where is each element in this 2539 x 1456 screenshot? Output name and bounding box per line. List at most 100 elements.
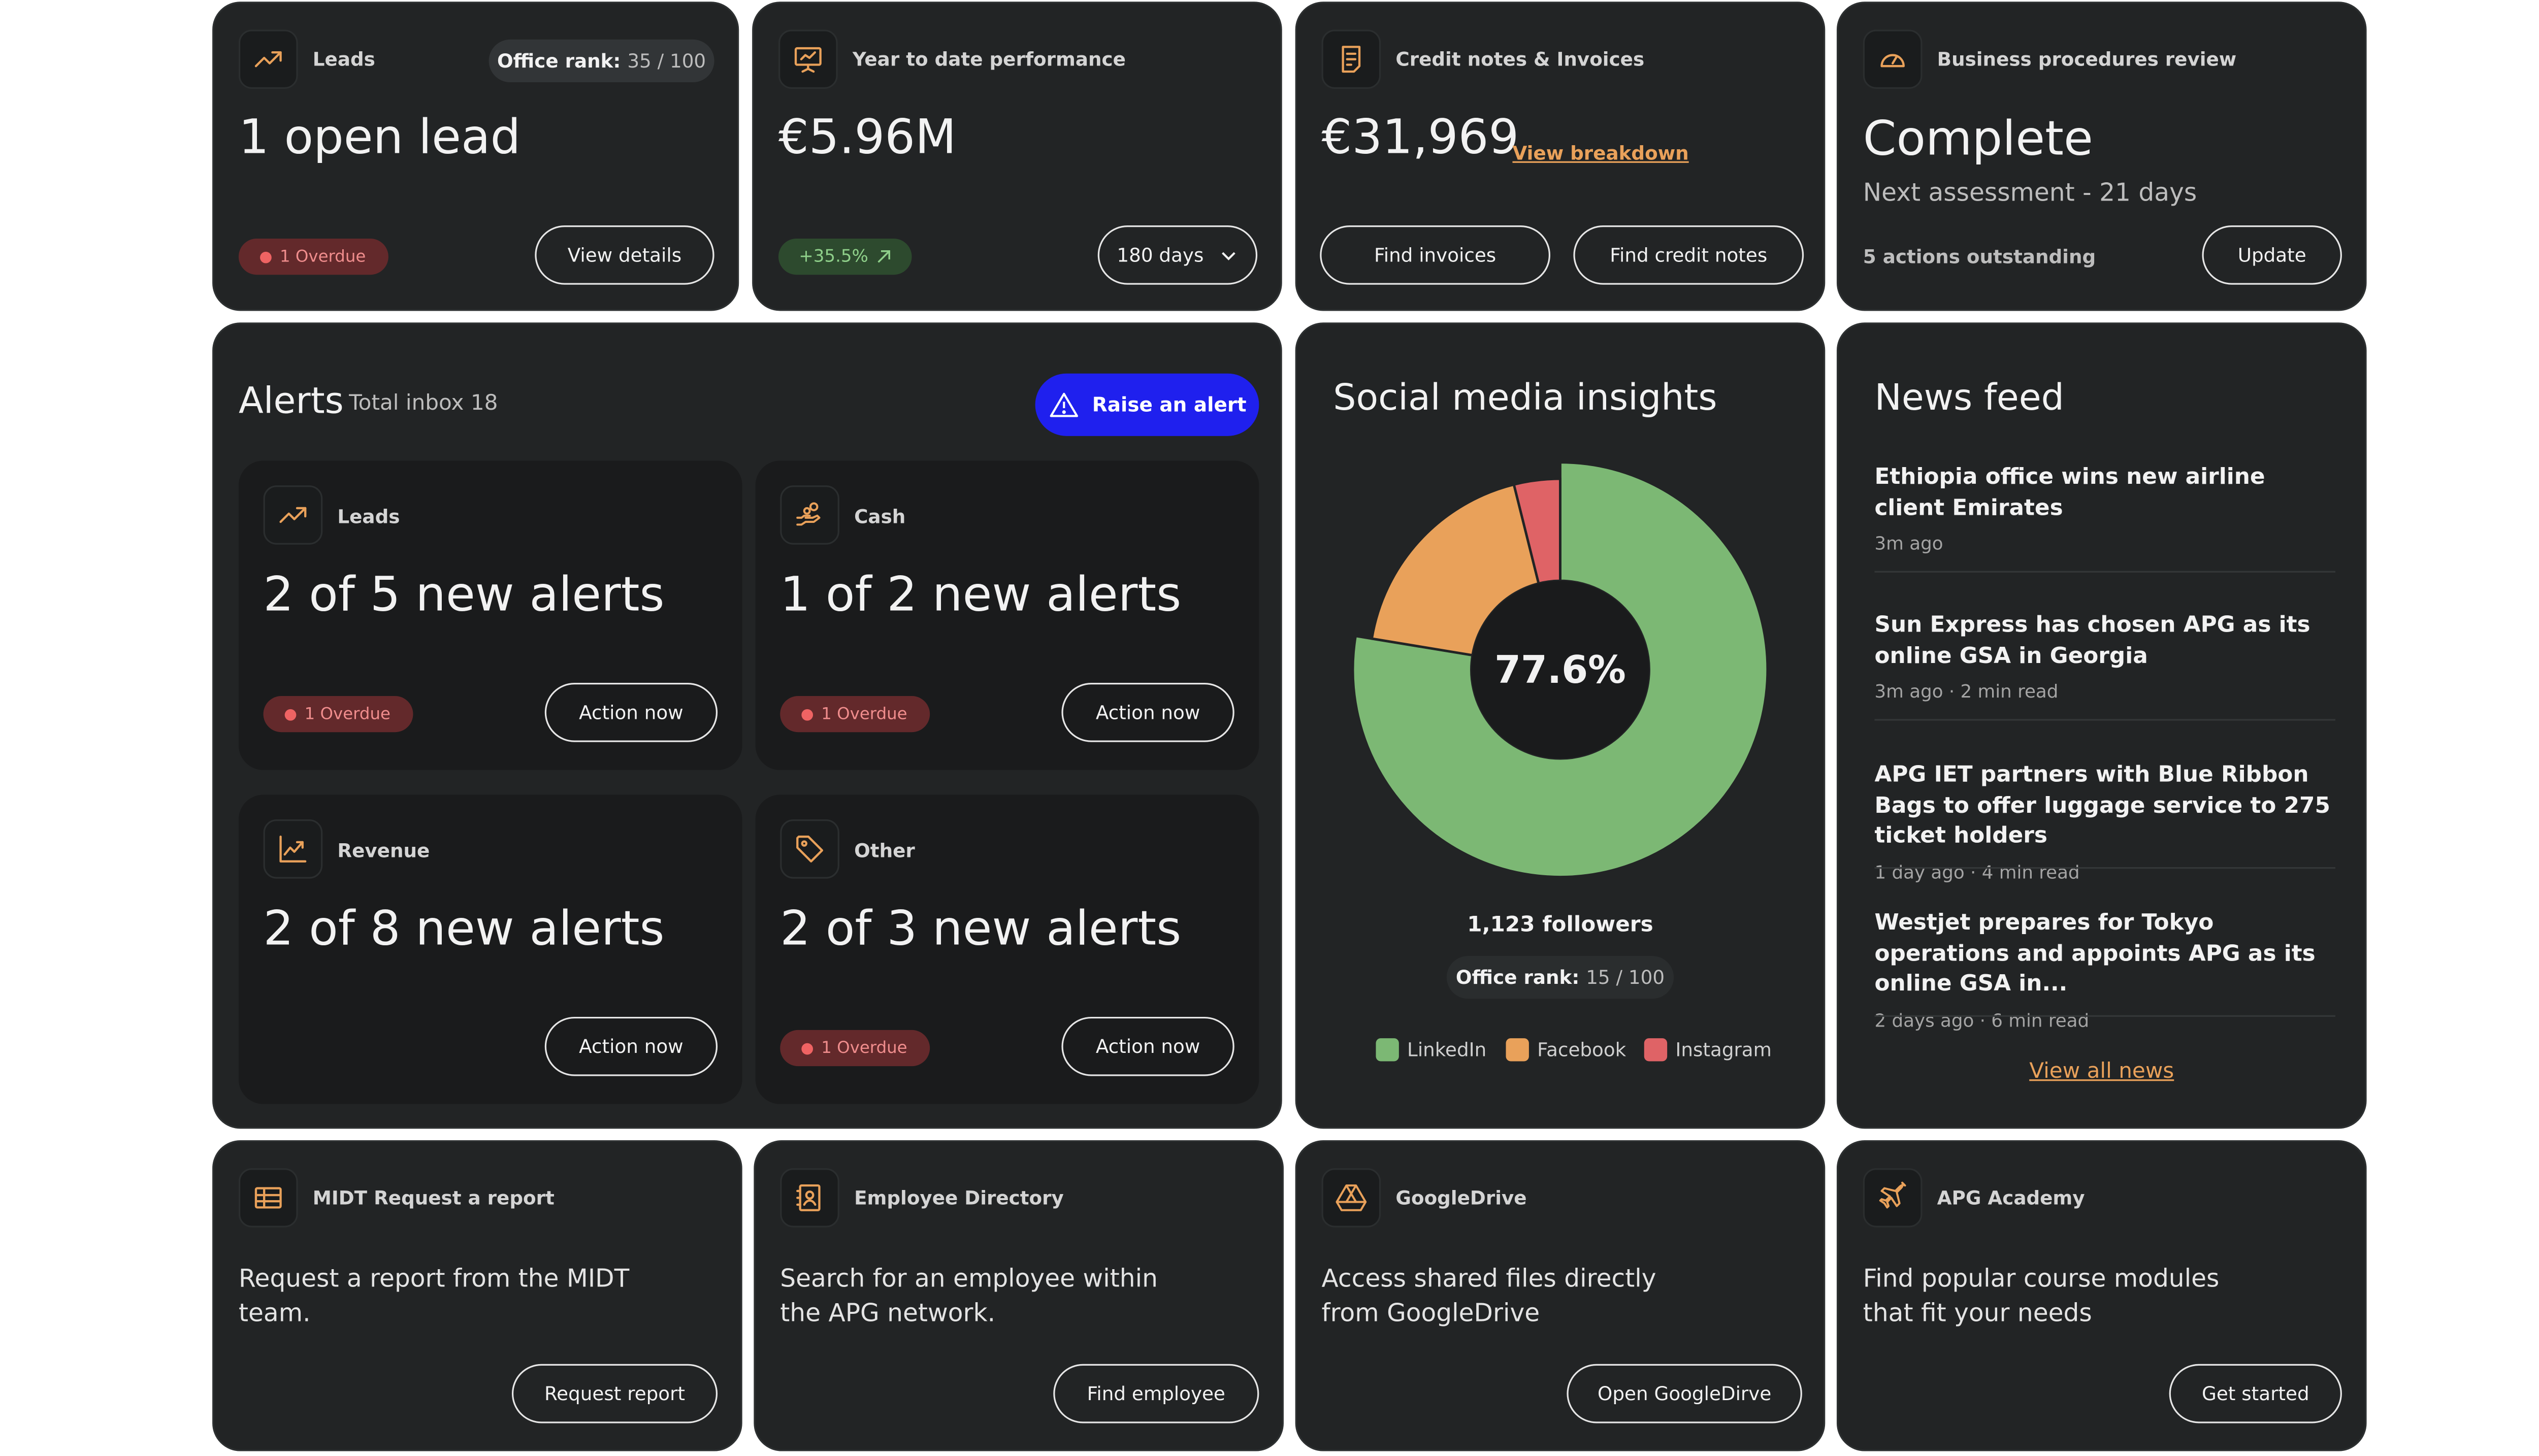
gauge-icon (1863, 29, 1923, 89)
procedures-card: Business procedures review Complete Next… (1836, 2, 2367, 311)
legend-label: Facebook (1537, 1038, 1626, 1062)
table-icon (238, 1168, 298, 1228)
contact-book-icon (780, 1168, 839, 1228)
news-item-meta: 2 days ago · 6 min read (1874, 1009, 2090, 1031)
news-item-title: Westjet prepares for Tokyo operations an… (1874, 910, 2316, 998)
news-divider (1874, 571, 2335, 573)
alert-card-headline: 2 of 3 new alerts (780, 900, 1182, 956)
view-details-button[interactable]: View details (535, 225, 714, 285)
overdue-badge: 1 Overdue (780, 696, 931, 733)
social-title: Social media insights (1333, 378, 1717, 420)
find-employee-button[interactable]: Find employee (1053, 1364, 1259, 1424)
news-item-title: Sun Express has chosen APG as its online… (1874, 612, 2310, 669)
tag-icon (780, 819, 839, 879)
legend-instagram: Instagram (1644, 1038, 1772, 1062)
airplane-icon (1863, 1168, 1923, 1228)
news-title: News feed (1874, 378, 2064, 420)
news-item[interactable]: APG IET partners with Blue Ribbon Bags t… (1874, 760, 2335, 883)
period-value: 180 days (1117, 243, 1204, 267)
social-donut-chart: 77.6% (1351, 461, 1769, 878)
news-divider (1874, 719, 2335, 721)
chevron-down-icon (1222, 251, 1236, 260)
ytd-card-title: Year to date performance (852, 47, 1126, 71)
leads-headline: 1 open lead (238, 108, 521, 165)
news-item[interactable]: Sun Express has chosen APG as its online… (1874, 610, 2335, 703)
rank-value: 15 / 100 (1586, 966, 1665, 989)
request-report-button[interactable]: Request report (511, 1364, 718, 1424)
find-invoices-button[interactable]: Find invoices (1320, 225, 1551, 285)
ytd-change-value: +35.5% (799, 247, 868, 267)
googledrive-card: GoogleDrive Access shared files directly… (1295, 1140, 1826, 1451)
news-item-meta: 3m ago · 2 min read (1874, 681, 2059, 703)
donut-center-label: 77.6% (1494, 648, 1626, 692)
news-item-meta: 3m ago (1874, 533, 1943, 555)
leads-card-title: Leads (312, 47, 375, 71)
academy-description: Find popular course modules that fit you… (1863, 1264, 2220, 1328)
alert-card-other: Other 2 of 3 new alerts 1 Overdue Action… (755, 795, 1259, 1104)
alert-card-leads: Leads 2 of 5 new alerts 1 Overdue Action… (238, 460, 742, 770)
alert-card-cash: Cash 1 of 2 new alerts 1 Overdue Action … (755, 460, 1259, 770)
action-now-button[interactable]: Action now (1061, 1016, 1234, 1076)
ytd-value: €5.96M (778, 108, 957, 165)
overdue-badge: 1 Overdue (780, 1030, 931, 1067)
legend-swatch (1506, 1038, 1529, 1062)
midt-card-title: MIDT Request a report (312, 1186, 555, 1210)
get-started-button[interactable]: Get started (2169, 1364, 2342, 1424)
legend-label: LinkedIn (1407, 1038, 1487, 1062)
period-select[interactable]: 180 days (1097, 225, 1258, 285)
overdue-dot (801, 1042, 813, 1054)
alert-card-headline: 2 of 5 new alerts (263, 566, 665, 622)
credit-card-title: Credit notes & Invoices (1395, 47, 1645, 71)
alert-card-revenue: Revenue 2 of 8 new alerts Action now (238, 795, 742, 1104)
ytd-change-badge: +35.5% (778, 238, 912, 275)
legend-label: Instagram (1675, 1038, 1772, 1062)
midt-card: MIDT Request a report Request a report f… (212, 1140, 742, 1451)
overdue-badge: 1 Overdue (238, 238, 389, 275)
google-drive-icon (1321, 1168, 1381, 1228)
open-googledrive-button[interactable]: Open GoogleDirve (1567, 1364, 1802, 1424)
find-credit-notes-button[interactable]: Find credit notes (1573, 225, 1804, 285)
news-item[interactable]: Ethiopia office wins new airline client … (1874, 462, 2335, 554)
directory-card-title: Employee Directory (854, 1186, 1064, 1210)
social-media-card: Social media insights 77.6% 1,123 follow… (1295, 322, 1826, 1129)
line-chart-icon (263, 819, 323, 879)
rank-value: 35 / 100 (627, 49, 706, 73)
rank-label: Office rank: (1455, 966, 1580, 989)
alert-card-title: Cash (854, 505, 906, 528)
update-button[interactable]: Update (2202, 225, 2342, 285)
ytd-card: Year to date performance €5.96M +35.5% 1… (752, 2, 1282, 311)
actions-outstanding: 5 actions outstanding (1863, 245, 2096, 269)
alerts-panel: Alerts Total inbox 18 Raise an alert Lea… (212, 322, 1282, 1129)
legend-swatch (1376, 1038, 1399, 1062)
midt-description: Request a report from the MIDT team. (238, 1264, 630, 1328)
overdue-label: 1 Overdue (304, 705, 390, 723)
news-item-title: Ethiopia office wins new airline client … (1874, 464, 2265, 521)
legend-swatch (1644, 1038, 1668, 1062)
raise-alert-label: Raise an alert (1092, 393, 1247, 416)
view-breakdown-link[interactable]: View breakdown (1512, 141, 1689, 165)
raise-alert-button[interactable]: Raise an alert (1035, 373, 1259, 436)
news-divider (1874, 1015, 2335, 1017)
academy-card-title: APG Academy (1937, 1186, 2085, 1210)
alert-card-headline: 2 of 8 new alerts (263, 900, 665, 956)
leads-office-rank: Office rank: 35 / 100 (489, 39, 714, 83)
action-now-button[interactable]: Action now (1061, 683, 1234, 742)
hand-coins-icon (780, 485, 839, 545)
social-office-rank: Office rank: 15 / 100 (1446, 956, 1674, 999)
overdue-dot (260, 251, 272, 262)
overdue-dot (284, 708, 297, 720)
legend-linkedin: LinkedIn (1376, 1038, 1487, 1062)
presentation-chart-icon (778, 29, 838, 89)
overdue-label: 1 Overdue (821, 1039, 907, 1057)
view-all-news-link[interactable]: View all news (2029, 1060, 2174, 1084)
warning-icon (1049, 392, 1078, 416)
donut-hole (1471, 581, 1649, 759)
next-assessment: Next assessment - 21 days (1863, 178, 2197, 208)
directory-card: Employee Directory Search for an employe… (754, 1140, 1284, 1451)
googledrive-card-title: GoogleDrive (1395, 1186, 1527, 1210)
procedures-card-title: Business procedures review (1937, 47, 2237, 71)
action-now-button[interactable]: Action now (544, 1016, 718, 1076)
action-now-button[interactable]: Action now (544, 683, 718, 742)
news-item[interactable]: Westjet prepares for Tokyo operations an… (1874, 908, 2335, 1031)
